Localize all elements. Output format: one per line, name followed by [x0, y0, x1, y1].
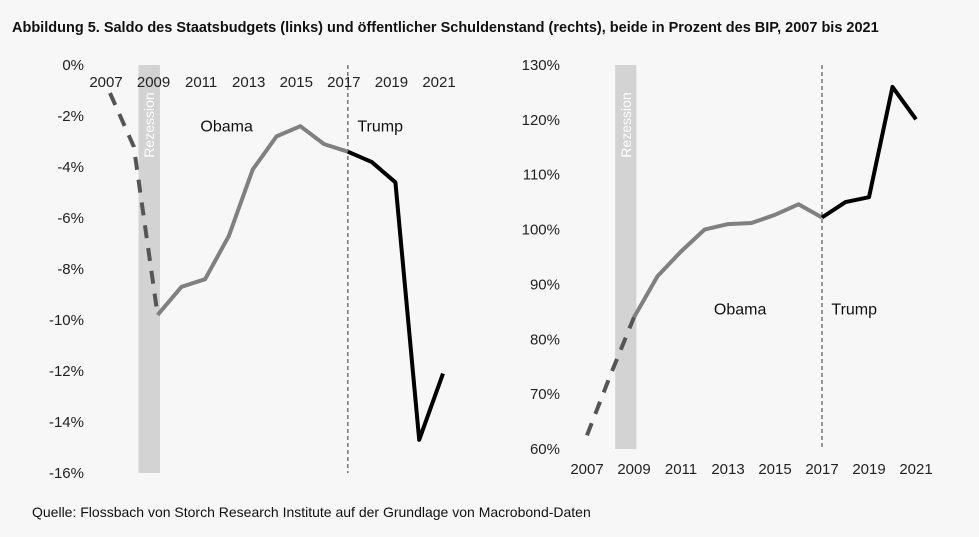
y-tick-label: 120% [522, 112, 560, 129]
y-tick-label: 60% [530, 441, 560, 458]
y-tick-label: -8% [57, 261, 84, 278]
x-tick-label: 2009 [617, 461, 650, 478]
y-tick-label: -6% [57, 210, 84, 227]
y-tick-label: -10% [49, 312, 84, 329]
series-line-trump [820, 84, 918, 220]
y-tick-label: -16% [49, 465, 84, 482]
y-tick-label: 70% [530, 386, 560, 403]
x-tick-label: 2021 [422, 74, 455, 91]
y-tick-label: 100% [522, 222, 560, 239]
x-tick-label: 2013 [232, 74, 265, 91]
x-tick-label: 2021 [899, 461, 932, 478]
x-tick-label: 2011 [185, 74, 217, 91]
y-tick-label: 80% [530, 331, 560, 348]
y-tick-label: 130% [522, 57, 560, 74]
x-tick-label: 2011 [665, 461, 697, 478]
x-tick-label: 2015 [280, 74, 313, 91]
y-tick-label: 110% [523, 167, 560, 184]
y-tick-label: -4% [57, 159, 84, 176]
x-tick-label: 2019 [852, 461, 885, 478]
recession-label: Rezession [618, 92, 634, 157]
x-tick-label: 2007 [570, 461, 603, 478]
series-line-obama [156, 124, 349, 317]
period-annotation: Obama [200, 118, 253, 135]
x-tick-label: 2007 [89, 74, 122, 91]
period-annotation: Obama [714, 302, 767, 319]
x-tick-label: 2017 [327, 74, 360, 91]
series-line-obama [632, 202, 823, 319]
source-note: Quelle: Flossbach von Storch Research In… [32, 504, 591, 520]
y-tick-label: 90% [530, 276, 560, 293]
debt-level-chart: Rezession 130% 120% 110% 100% 90% 80% 70% 60% 200… [522, 57, 933, 478]
series-line-pre [108, 92, 160, 316]
figure-title: Abbildung 5. Saldo des Staatsbudgets (li… [12, 20, 879, 36]
period-annotation: Trump [357, 118, 403, 135]
recession-label: Rezession [141, 92, 157, 157]
recession-band [138, 65, 160, 473]
y-tick-label: -12% [49, 363, 84, 380]
x-tick-label: 2013 [711, 461, 744, 478]
y-tick-label: -14% [49, 414, 84, 431]
y-tick-label: -2% [57, 108, 84, 125]
recession-band [615, 65, 637, 449]
x-tick-label: 2009 [137, 74, 170, 91]
y-tick-label: 0% [62, 57, 84, 74]
series-line-trump [347, 149, 445, 442]
period-annotation: Trump [831, 302, 877, 319]
x-tick-label: 2019 [375, 74, 408, 91]
x-tick-label: 2015 [758, 461, 791, 478]
x-tick-label: 2017 [805, 461, 838, 478]
budget-balance-chart: Rezession 0% -2% -4% -6% -8% -10% -12% -14% -16% 2… [49, 57, 456, 482]
